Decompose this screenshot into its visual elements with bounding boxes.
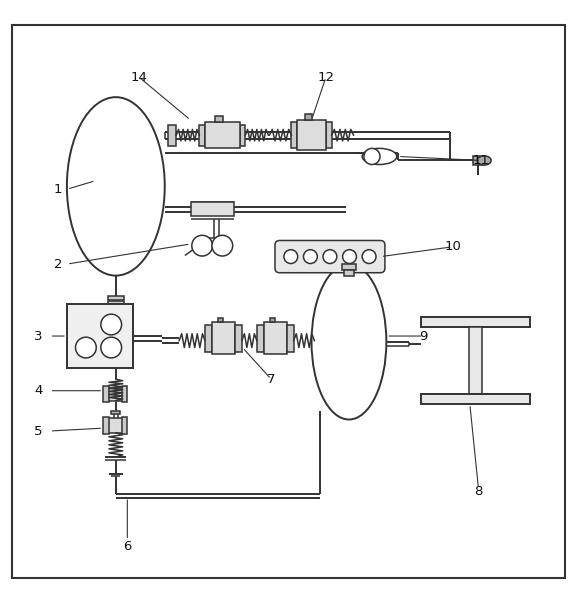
- Bar: [212, 322, 235, 355]
- Bar: [342, 264, 356, 270]
- Text: 12: 12: [317, 71, 335, 83]
- Bar: [122, 386, 128, 402]
- Bar: [218, 318, 223, 322]
- Circle shape: [192, 235, 212, 256]
- Text: 4: 4: [34, 384, 42, 397]
- FancyBboxPatch shape: [275, 241, 385, 273]
- Text: 3: 3: [34, 329, 42, 343]
- Bar: [421, 317, 530, 327]
- Bar: [108, 324, 124, 328]
- Bar: [344, 270, 354, 276]
- Text: 10: 10: [444, 241, 461, 253]
- Text: 8: 8: [474, 485, 482, 498]
- Bar: [205, 324, 212, 352]
- Bar: [106, 418, 126, 433]
- Ellipse shape: [477, 156, 491, 165]
- Ellipse shape: [362, 148, 397, 165]
- Text: 6: 6: [123, 540, 132, 552]
- Bar: [190, 203, 234, 216]
- Bar: [235, 324, 242, 352]
- Bar: [326, 122, 332, 148]
- Circle shape: [362, 250, 376, 264]
- Bar: [103, 386, 109, 402]
- Circle shape: [323, 250, 337, 264]
- Circle shape: [364, 148, 380, 165]
- Bar: [264, 322, 287, 355]
- Text: 2: 2: [54, 257, 62, 271]
- Ellipse shape: [67, 97, 165, 276]
- Ellipse shape: [312, 264, 387, 420]
- Bar: [239, 125, 245, 145]
- Bar: [291, 122, 297, 148]
- Circle shape: [101, 314, 122, 335]
- Bar: [103, 417, 109, 434]
- Bar: [305, 115, 312, 120]
- Bar: [122, 417, 128, 434]
- Bar: [269, 318, 275, 322]
- Circle shape: [304, 250, 317, 264]
- Bar: [257, 324, 264, 352]
- Bar: [168, 125, 176, 145]
- Bar: [469, 327, 482, 394]
- Bar: [287, 324, 294, 352]
- Bar: [215, 116, 223, 122]
- Text: 1: 1: [54, 183, 62, 196]
- Bar: [110, 306, 122, 309]
- Bar: [108, 320, 124, 323]
- Bar: [108, 302, 124, 306]
- Text: 5: 5: [34, 425, 42, 438]
- Bar: [108, 295, 124, 300]
- Bar: [106, 388, 126, 400]
- Circle shape: [284, 250, 298, 264]
- Bar: [111, 411, 121, 414]
- Circle shape: [76, 337, 96, 358]
- Text: 7: 7: [267, 373, 275, 386]
- Bar: [67, 305, 133, 368]
- Bar: [205, 122, 239, 148]
- Text: 14: 14: [130, 71, 147, 83]
- Bar: [473, 156, 483, 165]
- Circle shape: [343, 250, 357, 264]
- Bar: [199, 125, 205, 145]
- Text: 9: 9: [419, 329, 428, 343]
- Circle shape: [101, 337, 122, 358]
- Text: 11: 11: [473, 154, 490, 167]
- Circle shape: [212, 235, 233, 256]
- Bar: [297, 120, 326, 150]
- Bar: [421, 394, 530, 404]
